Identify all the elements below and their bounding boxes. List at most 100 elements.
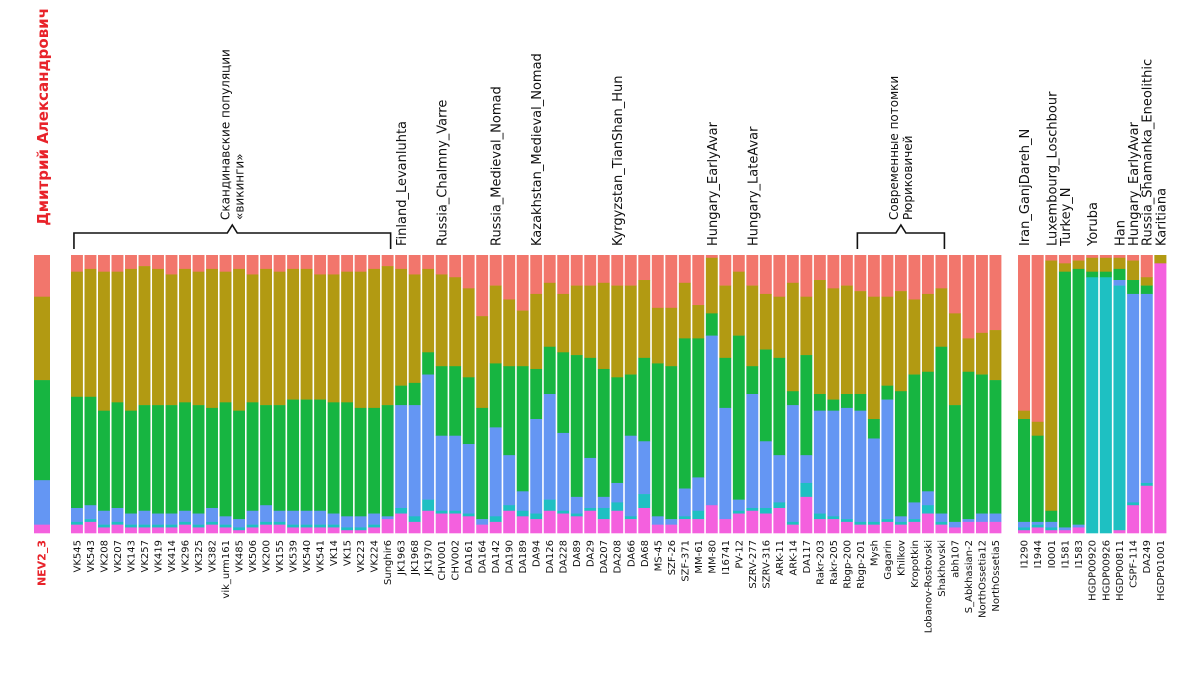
bar-segment-green: [570, 355, 583, 498]
bar-VK143: [125, 255, 137, 534]
annotation-text: «викинги»: [232, 153, 246, 220]
bar-segment-green: [732, 335, 745, 500]
bar-segment-green: [1045, 510, 1058, 523]
bar-segment-green: [746, 366, 759, 395]
bar-VK543: [84, 255, 97, 534]
bar-DA66: [624, 255, 637, 534]
bar-segment-blue: [516, 491, 529, 512]
bar-I1290: [1018, 255, 1031, 534]
bar-segment-blue: [84, 505, 97, 520]
bar-segment-red: [800, 255, 813, 297]
bar-segment-green: [449, 366, 462, 436]
sample-label: DA68: [640, 540, 651, 567]
bar-segment-magenta: [125, 527, 137, 534]
bar-segment-cyan: [233, 527, 245, 531]
bar-segment-olive: [746, 285, 759, 367]
bar-abh107: [948, 255, 961, 534]
bar-VK414: [165, 255, 178, 534]
bar-segment-blue: [800, 455, 813, 484]
bar-segment-olive: [948, 313, 961, 406]
annotation: Russia_Shamanka_Eneolithic: [1141, 59, 1156, 246]
bar-segment-green: [624, 374, 637, 436]
bar-segment-green: [867, 419, 880, 439]
bar-VK224: [368, 255, 381, 534]
sample-label: SZRV-277: [748, 540, 759, 589]
bar-segment-olive: [71, 271, 83, 398]
bar-segment-blue: [840, 407, 853, 520]
bar-DA190: [503, 255, 516, 534]
bar-segment-blue: [287, 510, 300, 525]
bar-segment-green: [408, 382, 421, 406]
sample-label: DA161: [464, 540, 475, 573]
bar-VK485: [233, 255, 245, 534]
sample-label: NEV2_3: [36, 540, 49, 586]
bar-segment-cyan: [179, 521, 191, 525]
bar-segment-blue: [34, 480, 50, 525]
bar-segment-olive: [219, 271, 232, 403]
bar-segment-blue: [192, 513, 205, 525]
bar-segment-olive: [773, 296, 786, 359]
bar-segment-cyan: [786, 521, 799, 525]
bar-segment-green: [921, 371, 934, 492]
bar-segment-red: [935, 255, 948, 289]
bar-segment-red: [1127, 255, 1140, 261]
bar-segment-magenta: [759, 513, 772, 534]
bar-segment-magenta: [854, 524, 867, 534]
bar-segment-olive: [584, 285, 597, 359]
sample-label: CHV001: [437, 540, 448, 580]
bar-segment-magenta: [827, 519, 840, 534]
bar-segment-magenta: [422, 510, 435, 534]
bar-DA249: [1140, 255, 1153, 534]
bar-segment-green: [422, 352, 435, 375]
bar-segment-magenta: [584, 510, 597, 534]
bar-segment-blue: [1045, 521, 1058, 528]
bar-segment-blue: [327, 513, 340, 525]
bar-segment-blue: [854, 410, 867, 523]
bar-segment-cyan: [206, 521, 218, 525]
bar-segment-magenta: [570, 516, 583, 534]
bar-segment-magenta: [435, 513, 448, 534]
bar-segment-green: [989, 380, 1002, 514]
sample-label: Rakr-205: [829, 540, 840, 585]
bar-segment-olive: [341, 271, 354, 403]
bar-segment-green: [759, 349, 772, 442]
bar-segment-magenta: [84, 521, 97, 534]
bar-segment-cyan: [1140, 482, 1153, 487]
bar-segment-olive: [800, 296, 813, 356]
bar-DA208: [611, 255, 624, 534]
bar-CHV001: [435, 255, 448, 534]
bar-DA161: [462, 255, 475, 534]
bar-segment-red: [570, 255, 583, 286]
bar-segment-blue: [300, 510, 313, 525]
bar-Rakr-205: [827, 255, 840, 534]
bar-segment-red: [719, 255, 732, 286]
bar-segment-magenta: [300, 527, 313, 534]
bar-segment-magenta: [935, 524, 948, 534]
annotation-text: Kyrgyzstan_TianShan_Hun: [611, 75, 626, 246]
bar-segment-blue: [1018, 521, 1031, 528]
bar-segment-green: [854, 394, 867, 411]
bar-I1581: [1058, 255, 1071, 534]
annotation: Han: [1113, 220, 1128, 246]
bar-VK325: [192, 255, 205, 534]
bar-segment-magenta: [813, 519, 826, 534]
bar-segment-blue: [1072, 524, 1085, 528]
bar-Rakr-203: [813, 255, 826, 534]
bar-segment-red: [395, 255, 408, 270]
bar-HGDP00926: [1099, 255, 1112, 534]
bar-segment-cyan: [1113, 285, 1126, 531]
bar-DA68: [638, 255, 651, 534]
bar-segment-blue: [638, 441, 651, 495]
bar-group-main: [71, 255, 1002, 534]
bar-segment-green: [246, 402, 259, 512]
annotation-text: Luxembourg_Loschbour: [1045, 91, 1060, 246]
sample-label: HGDP00926: [1101, 540, 1112, 601]
bar-segment-red: [557, 255, 570, 295]
bar-segment-magenta: [192, 527, 205, 534]
bar-segment-green: [948, 405, 961, 523]
sample-label: Rbgp-201: [856, 540, 867, 589]
bar-segment-olive: [975, 332, 988, 375]
bar-segment-blue: [881, 399, 894, 520]
bar-segment-blue: [894, 516, 907, 523]
bar-segment-olive: [84, 268, 97, 398]
